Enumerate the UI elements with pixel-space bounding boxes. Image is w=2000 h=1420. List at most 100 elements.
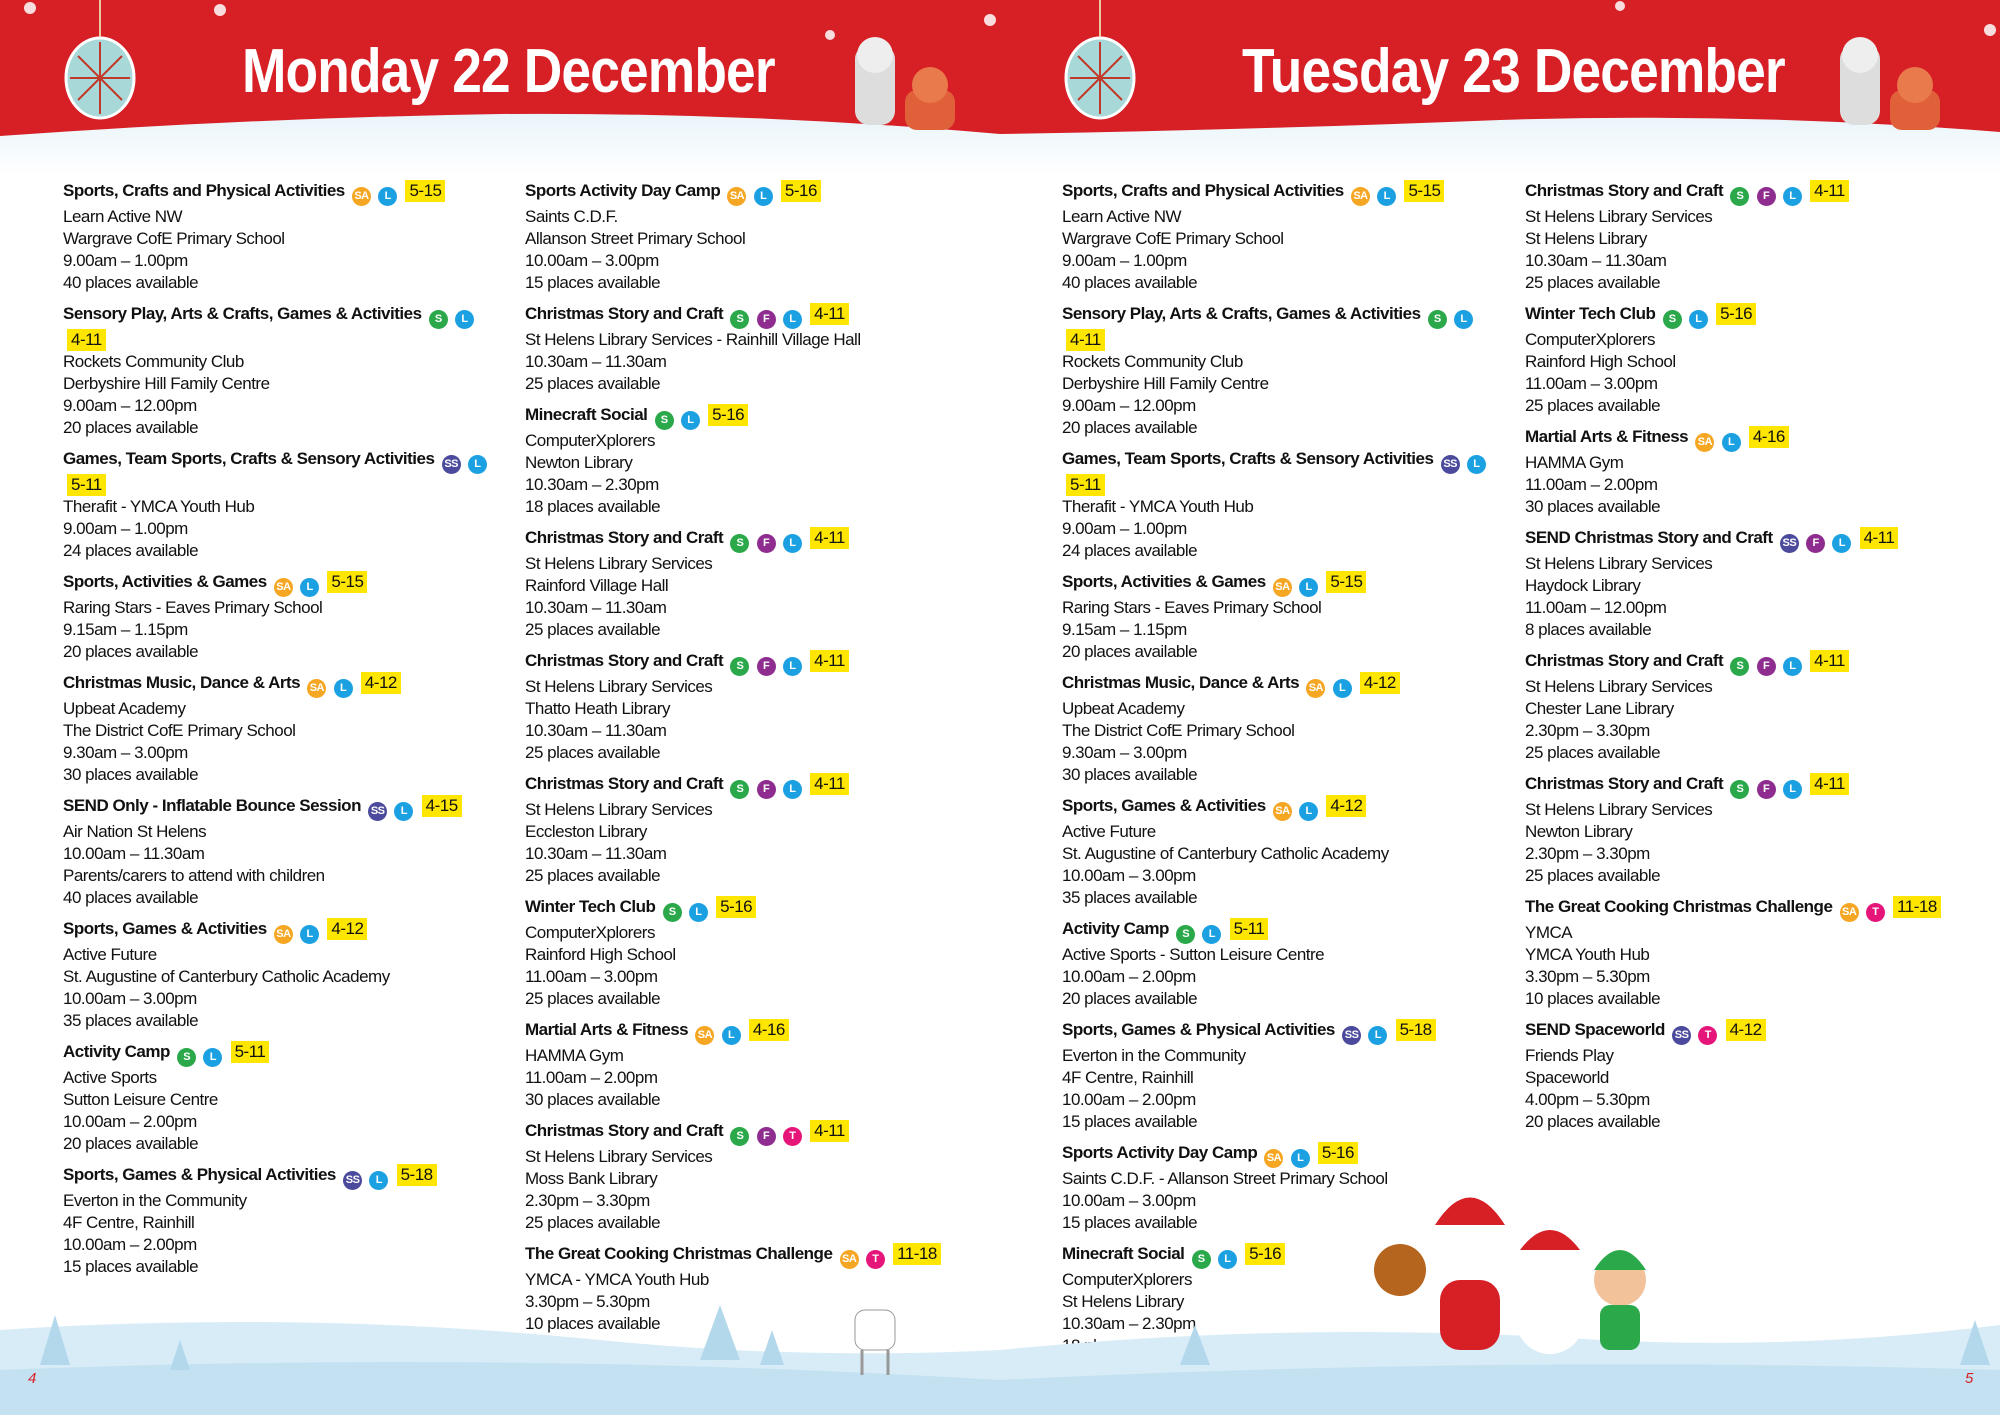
event-title: Sensory Play, Arts & Crafts, Games & Act… (1062, 304, 1421, 323)
event-listing: Games, Team Sports, Crafts & Sensory Act… (1062, 448, 1512, 562)
category-badge-l-icon: L (1454, 310, 1473, 329)
event-detail-line: 9.15am – 1.15pm (1062, 620, 1187, 639)
event-title-line: Winter Tech Club S L 5-16 (525, 896, 975, 922)
event-detail-line: YMCA Youth Hub (1525, 945, 1650, 964)
event-detail-line: 35 places available (1062, 888, 1198, 907)
event-detail-line: 2.30pm – 3.30pm (1525, 721, 1650, 740)
category-badge-l-icon: L (753, 187, 773, 206)
category-badge-t-icon: T (1865, 903, 1885, 922)
event-title: Christmas Story and Craft (525, 304, 724, 323)
event-detail-line: St Helens Library Services - Rainhill Vi… (525, 330, 861, 349)
event-detail-line: Therafit - YMCA Youth Hub (1062, 497, 1254, 516)
category-badge-l-icon: L (782, 780, 802, 799)
category-badge-ss-icon: SS (368, 802, 388, 821)
event-detail-line: 24 places available (1062, 541, 1198, 560)
category-badge-ss-icon: SS (1342, 1026, 1362, 1045)
category-badge-sa-icon: SA (273, 578, 293, 597)
event-detail-line: 9.00am – 1.00pm (1062, 251, 1187, 270)
event-title: Sports, Activities & Games (1062, 572, 1266, 591)
event-title-line: Sports Activity Day Camp SA L 5-16 (525, 180, 975, 206)
event-detail-line: 9.15am – 1.15pm (63, 620, 188, 639)
event-detail-line: Active Future (63, 945, 157, 964)
event-title-line: Christmas Story and Craft S F T 4-11 (525, 1120, 975, 1146)
event-detail-line: St Helens Library Services (1525, 800, 1713, 819)
event-detail-line: 15 places available (63, 1257, 199, 1276)
category-badge-s-icon: S (1730, 657, 1750, 676)
event-listing: Sensory Play, Arts & Crafts, Games & Act… (1062, 303, 1512, 439)
event-detail-line: 10.00am – 2.00pm (63, 1235, 197, 1254)
event-title-line: Sports, Games & Physical Activities SS L… (63, 1164, 513, 1190)
category-badge-sa-icon: SA (1272, 578, 1292, 597)
event-detail-line: 20 places available (63, 642, 199, 661)
event-title: Christmas Music, Dance & Arts (63, 673, 301, 692)
snow-footer (0, 1197, 2000, 1415)
event-detail-line: ComputerXplorers (525, 923, 655, 942)
age-range-badge: 5-16 (708, 404, 749, 426)
event-title-line: Sports, Games & Physical Activities SS L… (1062, 1019, 1512, 1045)
event-detail-line: Eccleston Library (525, 822, 647, 841)
event-title-line: The Great Cooking Christmas Challenge SA… (1525, 896, 1975, 922)
event-detail-line: 35 places available (63, 1011, 199, 1030)
event-title-line: Sports, Games & Activities SA L 4-12 (63, 918, 513, 944)
event-detail-line: 25 places available (525, 1213, 661, 1232)
event-detail-line: YMCA - YMCA Youth Hub (525, 1270, 709, 1289)
event-detail-line: ComputerXplorers (1525, 330, 1655, 349)
event-listing: SEND Spaceworld SS T 4-12 Friends Play Spa… (1525, 1019, 1975, 1133)
event-detail-line: Active Future (1062, 822, 1156, 841)
category-badge-ss-icon: SS (441, 455, 461, 474)
event-detail-line: 11.00am – 12.00pm (1525, 598, 1667, 617)
age-range-badge: 4-11 (1859, 527, 1899, 549)
event-title: Winter Tech Club (525, 897, 656, 916)
event-detail-line: St Helens Library (1062, 1292, 1184, 1311)
category-badge-l-icon: L (721, 1026, 741, 1045)
event-title-line: Activity Camp S L 5-11 (1062, 918, 1512, 944)
event-title-line: Christmas Story and Craft S F L 4-11 (525, 773, 975, 799)
event-detail-line: HAMMA Gym (1525, 453, 1624, 472)
event-detail-line: 25 places available (525, 620, 661, 639)
event-title: Sports, Games & Physical Activities (1062, 1020, 1335, 1039)
event-listing: Christmas Story and Craft S F L 4-11 St H… (1525, 650, 1975, 764)
event-title-line: Christmas Story and Craft S F L 4-11 (1525, 650, 1975, 676)
event-title-line: SEND Christmas Story and Craft SS F L 4-… (1525, 527, 1975, 553)
event-title: Sports, Games & Activities (63, 919, 267, 938)
event-detail-line: 20 places available (63, 418, 199, 437)
page-title-tuesday: Tuesday 23 December (1242, 37, 1786, 106)
event-title: Christmas Story and Craft (525, 528, 724, 547)
event-title-line: Christmas Story and Craft S F L 4-11 (525, 650, 975, 676)
category-badge-l-icon: L (1782, 780, 1802, 799)
event-detail-line: 10.30am – 2.30pm (525, 475, 659, 494)
event-detail-line: Chester Lane Library (1525, 699, 1674, 718)
event-title: SEND Only - Inflatable Bounce Session (63, 796, 361, 815)
category-badge-s-icon: S (730, 534, 750, 553)
age-range-badge: 4-11 (1810, 180, 1849, 202)
event-detail-line: Rainford High School (525, 945, 676, 964)
event-detail-line: Learn Active NW (1062, 207, 1182, 226)
event-detail-line: Everton in the Community (1062, 1046, 1246, 1065)
event-detail-line: 24 places available (63, 541, 199, 560)
category-badge-t-icon: T (1698, 1026, 1718, 1045)
event-detail-line: 25 places available (525, 989, 661, 1008)
age-range-badge: 5-16 (1245, 1243, 1286, 1265)
category-badge-f-icon: F (1756, 780, 1776, 799)
category-badge-l-icon: L (1688, 310, 1708, 329)
event-detail-line: Rainford High School (1525, 352, 1676, 371)
event-detail-line: 10.30am – 11.30am (525, 598, 667, 617)
age-range-badge: 4-11 (810, 650, 849, 672)
event-title: SEND Christmas Story and Craft (1525, 528, 1773, 547)
event-detail-line: Learn Active NW (63, 207, 183, 226)
category-badge-l-icon: L (467, 455, 487, 474)
event-detail-line: 10.30am – 2.30pm (1062, 1314, 1196, 1333)
event-detail-line: St Helens Library (1525, 229, 1647, 248)
category-badge-sa-icon: SA (1306, 679, 1326, 698)
event-detail-line: Parents/carers to attend with children (63, 866, 325, 885)
event-listing: The Great Cooking Christmas Challenge SA… (1525, 896, 1975, 1010)
event-title-line: Christmas Story and Craft S F L 4-11 (1525, 773, 1975, 799)
ornament-icon (64, 0, 136, 120)
event-title-line: Sensory Play, Arts & Crafts, Games & Act… (63, 303, 513, 351)
category-badge-l-icon: L (1299, 578, 1319, 597)
category-badge-sa-icon: SA (1695, 433, 1715, 452)
event-detail-line: Upbeat Academy (63, 699, 186, 718)
event-detail-line: 10.30am – 11.30am (525, 844, 667, 863)
event-title-line: Christmas Story and Craft S F L 4-11 (525, 527, 975, 553)
event-title: Sports, Games & Physical Activities (63, 1165, 336, 1184)
